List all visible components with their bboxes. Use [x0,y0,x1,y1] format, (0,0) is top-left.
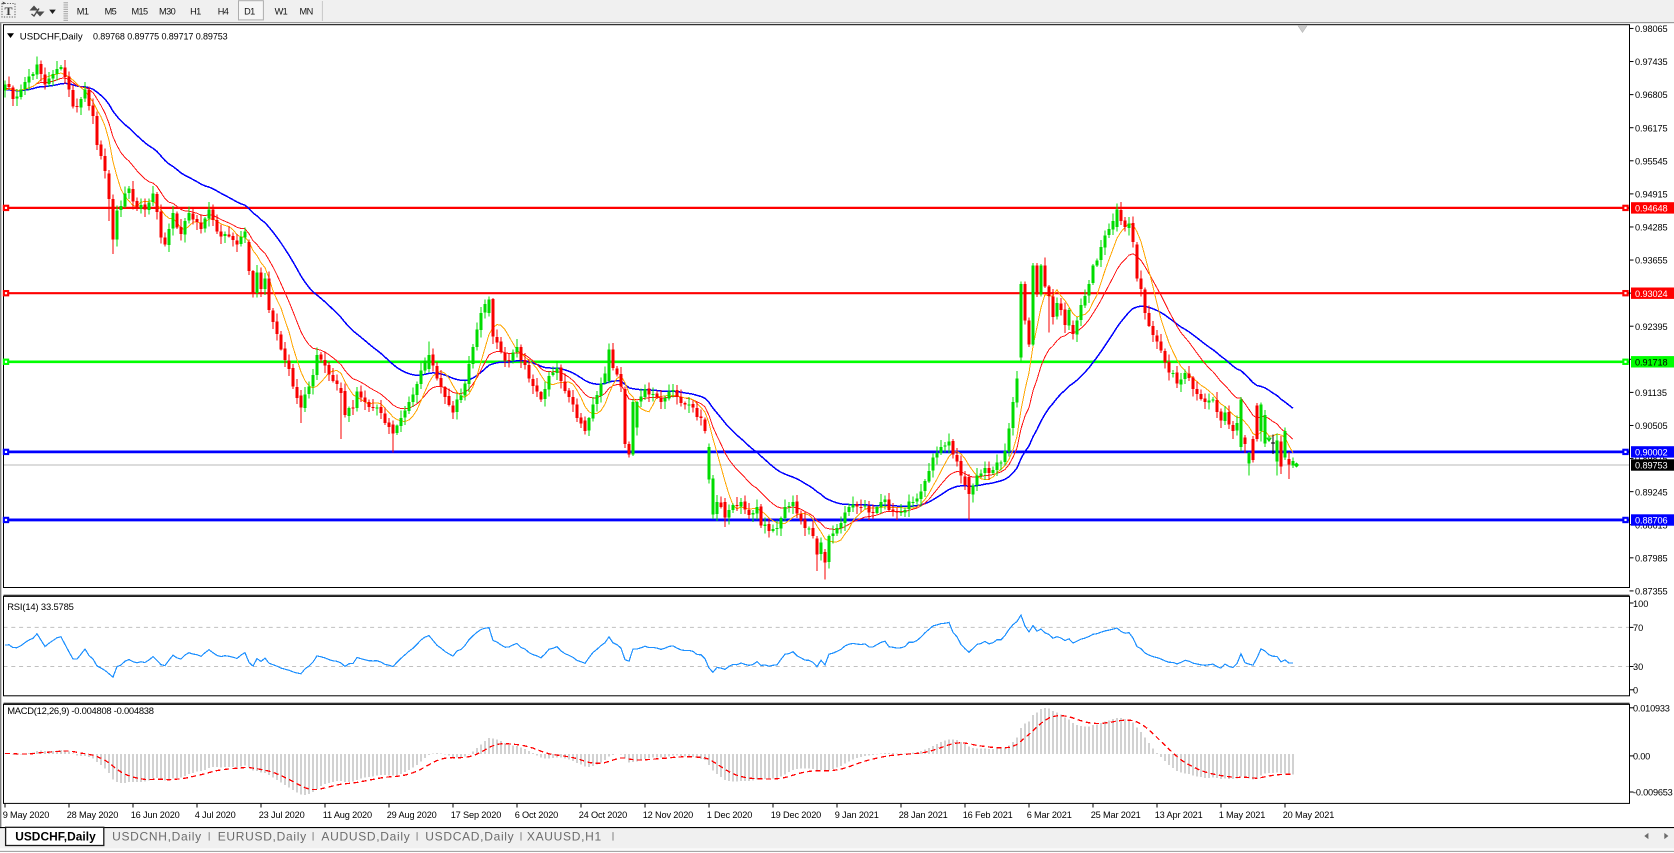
svg-text:6 Mar 2021: 6 Mar 2021 [1027,810,1072,820]
svg-text:29 Aug 2020: 29 Aug 2020 [387,810,437,820]
svg-text:M30: M30 [159,7,176,17]
svg-text:XAUUSD,H1: XAUUSD,H1 [527,830,602,844]
svg-text:16 Jun 2020: 16 Jun 2020 [131,810,180,820]
svg-text:0.87985: 0.87985 [1635,553,1668,563]
svg-text:AUDUSD,Daily: AUDUSD,Daily [321,830,410,844]
svg-text:30: 30 [1633,662,1643,672]
svg-text:0.95545: 0.95545 [1635,156,1668,166]
svg-text:0.89245: 0.89245 [1635,487,1668,497]
svg-text:13 Apr 2021: 13 Apr 2021 [1155,810,1203,820]
svg-text:0.97435: 0.97435 [1635,57,1668,67]
svg-text:USDCHF,Daily: USDCHF,Daily [15,830,96,844]
svg-text:0.89768 0.89775 0.89717 0.8975: 0.89768 0.89775 0.89717 0.89753 [93,31,228,41]
svg-text:0.91135: 0.91135 [1635,388,1667,398]
svg-text:0.00: 0.00 [1633,752,1650,762]
svg-text:EURUSD,Daily: EURUSD,Daily [218,830,307,844]
svg-text:-0.009653: -0.009653 [1633,788,1673,798]
svg-text:0.96805: 0.96805 [1635,90,1668,100]
svg-text:19 Dec 2020: 19 Dec 2020 [771,810,821,820]
svg-text:28 Jan 2021: 28 Jan 2021 [899,810,948,820]
svg-text:17 Sep 2020: 17 Sep 2020 [451,810,502,820]
svg-text:0.96175: 0.96175 [1635,123,1668,133]
svg-text:9 Jan 2021: 9 Jan 2021 [835,810,879,820]
svg-text:0.90002: 0.90002 [1635,448,1668,458]
svg-text:20 May 2021: 20 May 2021 [1283,810,1335,820]
svg-text:0.87355: 0.87355 [1635,587,1668,597]
svg-text:W1: W1 [275,7,288,17]
svg-text:0.98065: 0.98065 [1635,24,1668,34]
svg-text:USDCHF,Daily: USDCHF,Daily [20,31,83,42]
svg-text:9 May 2020: 9 May 2020 [3,810,50,820]
svg-text:6 Oct 2020: 6 Oct 2020 [515,810,558,820]
svg-text:0.92395: 0.92395 [1635,322,1668,332]
svg-text:T: T [4,4,12,18]
svg-text:H1: H1 [190,7,201,17]
svg-text:4 Jul 2020: 4 Jul 2020 [195,810,236,820]
svg-text:1 Dec 2020: 1 Dec 2020 [707,810,753,820]
svg-text:M15: M15 [131,7,148,17]
svg-text:0.93655: 0.93655 [1635,256,1668,266]
svg-text:0.94915: 0.94915 [1635,190,1668,200]
svg-text:0.94285: 0.94285 [1635,223,1668,233]
svg-text:0.89753: 0.89753 [1635,461,1668,471]
svg-text:25 Mar 2021: 25 Mar 2021 [1091,810,1141,820]
svg-text:24 Oct 2020: 24 Oct 2020 [579,810,627,820]
svg-text:11 Aug 2020: 11 Aug 2020 [323,810,372,820]
svg-text:12 Nov 2020: 12 Nov 2020 [643,810,693,820]
svg-text:100: 100 [1633,599,1648,609]
svg-text:M1: M1 [77,7,89,17]
svg-text:0.010933: 0.010933 [1633,703,1670,713]
svg-text:D1: D1 [244,7,255,17]
svg-text:1 May 2021: 1 May 2021 [1219,810,1266,820]
svg-text:USDCAD,Daily: USDCAD,Daily [425,830,514,844]
svg-text:0.91718: 0.91718 [1635,357,1668,367]
svg-text:MACD(12,26,9) -0.004808 -0.004: MACD(12,26,9) -0.004808 -0.004838 [7,705,154,716]
svg-text:0: 0 [1633,686,1638,696]
svg-text:USDCNH,Daily: USDCNH,Daily [112,830,202,844]
svg-text:H4: H4 [218,7,229,17]
svg-text:0.89875: 0.89875 [1635,454,1668,464]
svg-text:0.90505: 0.90505 [1635,421,1668,431]
svg-text:M5: M5 [105,7,117,17]
svg-text:28 May 2020: 28 May 2020 [67,810,119,820]
svg-text:RSI(14) 33.5785: RSI(14) 33.5785 [7,601,74,612]
svg-text:23 Jul 2020: 23 Jul 2020 [259,810,305,820]
svg-text:70: 70 [1633,623,1643,633]
svg-text:16 Feb 2021: 16 Feb 2021 [963,810,1013,820]
svg-text:0.93024: 0.93024 [1635,289,1668,299]
svg-text:0.88706: 0.88706 [1635,516,1668,526]
svg-text:MN: MN [300,7,313,17]
svg-text:0.94648: 0.94648 [1635,204,1668,214]
